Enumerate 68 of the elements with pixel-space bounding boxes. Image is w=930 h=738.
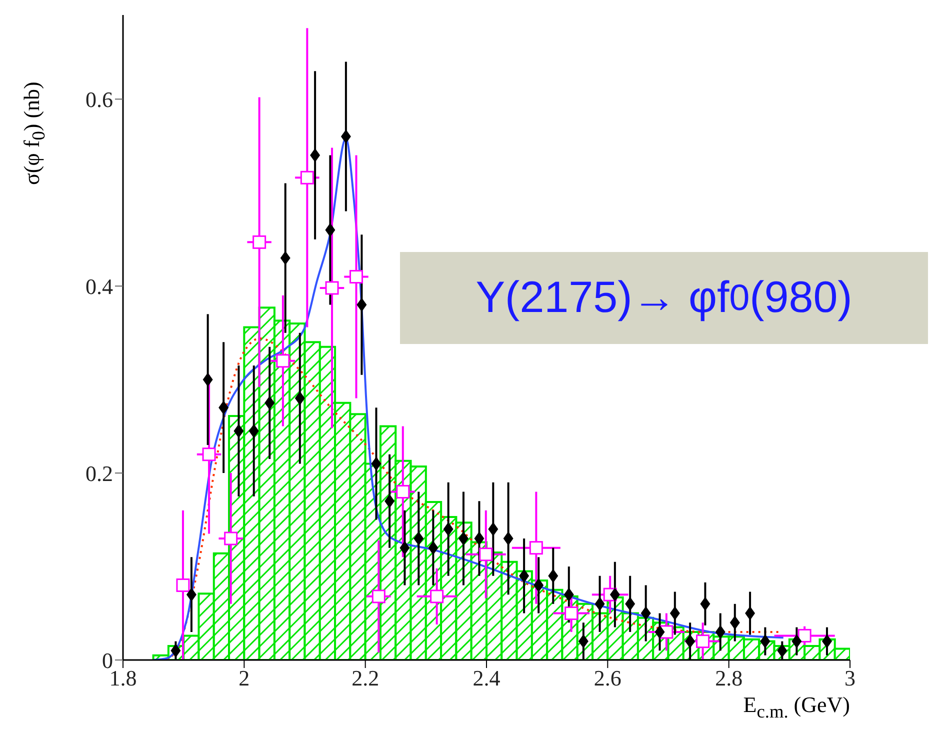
point [519, 568, 530, 583]
point [745, 606, 756, 620]
x-tick-label: 2.8 [715, 666, 743, 691]
point [234, 424, 244, 438]
point [610, 588, 620, 602]
point [488, 522, 498, 536]
point [564, 588, 574, 602]
point [202, 448, 216, 462]
point [822, 634, 832, 648]
point [340, 130, 351, 144]
y-tick-label: 0.6 [86, 86, 113, 112]
point [640, 606, 651, 620]
point [625, 596, 636, 611]
point [428, 540, 438, 555]
point [264, 396, 275, 410]
point [564, 606, 578, 620]
point [356, 298, 367, 312]
x-axis-title: E$_{c.m.}$ (GeV) [743, 692, 850, 722]
point [372, 590, 386, 604]
x-tick-label: 3 [844, 666, 856, 691]
point [414, 531, 424, 546]
point [534, 578, 544, 592]
x-tick-label: 2 [238, 666, 250, 691]
point [371, 456, 382, 471]
point [529, 541, 543, 555]
point [654, 624, 665, 639]
point [325, 223, 336, 237]
point [224, 532, 238, 546]
x-tick-label: 2.2 [352, 666, 380, 691]
point [548, 568, 558, 583]
point [310, 148, 320, 162]
point [792, 634, 802, 648]
x-tick-label: 2.4 [472, 666, 500, 691]
point [474, 531, 484, 546]
point [760, 634, 770, 648]
point [252, 235, 266, 249]
point [325, 281, 339, 295]
point [730, 616, 740, 630]
point [670, 606, 680, 620]
point [400, 540, 410, 555]
point [777, 644, 788, 658]
point [479, 548, 493, 562]
point [384, 494, 395, 508]
point [218, 400, 229, 415]
point [176, 578, 190, 592]
point [458, 531, 468, 546]
point [349, 270, 363, 284]
x-tick-label: 2.6 [594, 666, 622, 691]
point [396, 484, 410, 498]
y-tick-label: 0 [102, 648, 113, 673]
y-tick-label: 0.2 [86, 460, 113, 486]
point [294, 391, 305, 406]
point [798, 628, 812, 642]
point [202, 372, 213, 387]
point [300, 170, 314, 184]
y-tick-label: 0.4 [86, 274, 113, 299]
point [578, 634, 588, 648]
point [715, 624, 726, 639]
point [280, 251, 290, 266]
point [443, 522, 454, 536]
point [430, 590, 444, 604]
point [186, 588, 196, 602]
point [503, 531, 514, 546]
point [248, 424, 259, 438]
point [170, 644, 181, 658]
point [700, 596, 710, 611]
point [594, 596, 605, 611]
point [276, 354, 290, 368]
